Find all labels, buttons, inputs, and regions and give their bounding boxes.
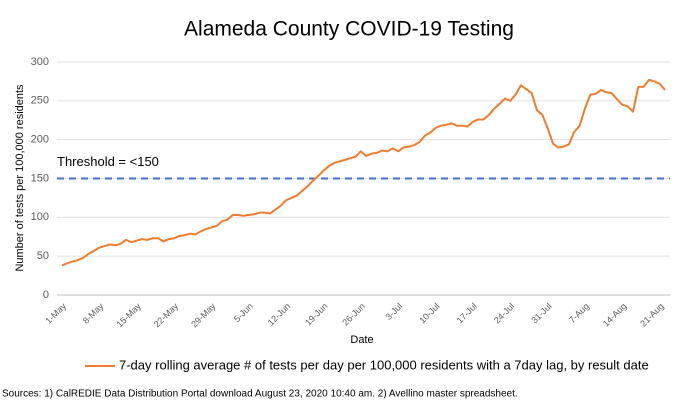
x-axis-label: Date — [350, 334, 373, 346]
y-tick-label: 50 — [37, 250, 49, 262]
y-tick-label: 250 — [31, 95, 49, 107]
y-tick-label: 100 — [31, 211, 49, 223]
x-tick-label: 19-Jun — [303, 301, 330, 328]
y-axis-label: Number of tests per 100,000 residents — [14, 84, 26, 272]
x-tick-label: 22-May — [152, 301, 181, 330]
legend-label: 7-day rolling average # of tests per day… — [119, 357, 649, 372]
x-tick-label: 10-Jul — [417, 301, 441, 325]
threshold-label: Threshold = <150 — [57, 154, 159, 169]
x-tick-label: 5-Jun — [232, 301, 255, 324]
x-tick-label: 17-Jul — [455, 301, 479, 325]
chart-title: Alameda County COVID-19 Testing — [184, 18, 514, 41]
x-tick-label: 24-Jul — [492, 301, 516, 325]
x-tick-label: 21-Aug — [638, 301, 666, 329]
source-note: Sources: 1) CalREDIE Data Distribution P… — [2, 389, 518, 400]
series-line — [61, 78, 666, 267]
y-tick-label: 200 — [31, 134, 49, 146]
x-tick-label: 29-May — [189, 301, 218, 330]
x-tick-label: 3-Jul — [383, 301, 404, 322]
x-tick-label: 8-May — [81, 301, 106, 326]
x-tick-label: 12-Jun — [266, 301, 293, 328]
x-tick-label: 15-May — [115, 301, 144, 330]
x-tick-label: 14-Aug — [601, 301, 629, 329]
x-tick-label: 31-Jul — [529, 301, 553, 325]
y-tick-label: 0 — [43, 289, 49, 301]
y-tick-label: 150 — [31, 172, 49, 184]
x-tick-label: 26-Jun — [340, 301, 367, 328]
x-tick-label: 1-May — [43, 301, 68, 326]
y-tick-label: 300 — [31, 56, 49, 68]
x-tick-label: 7-Aug — [567, 301, 591, 325]
